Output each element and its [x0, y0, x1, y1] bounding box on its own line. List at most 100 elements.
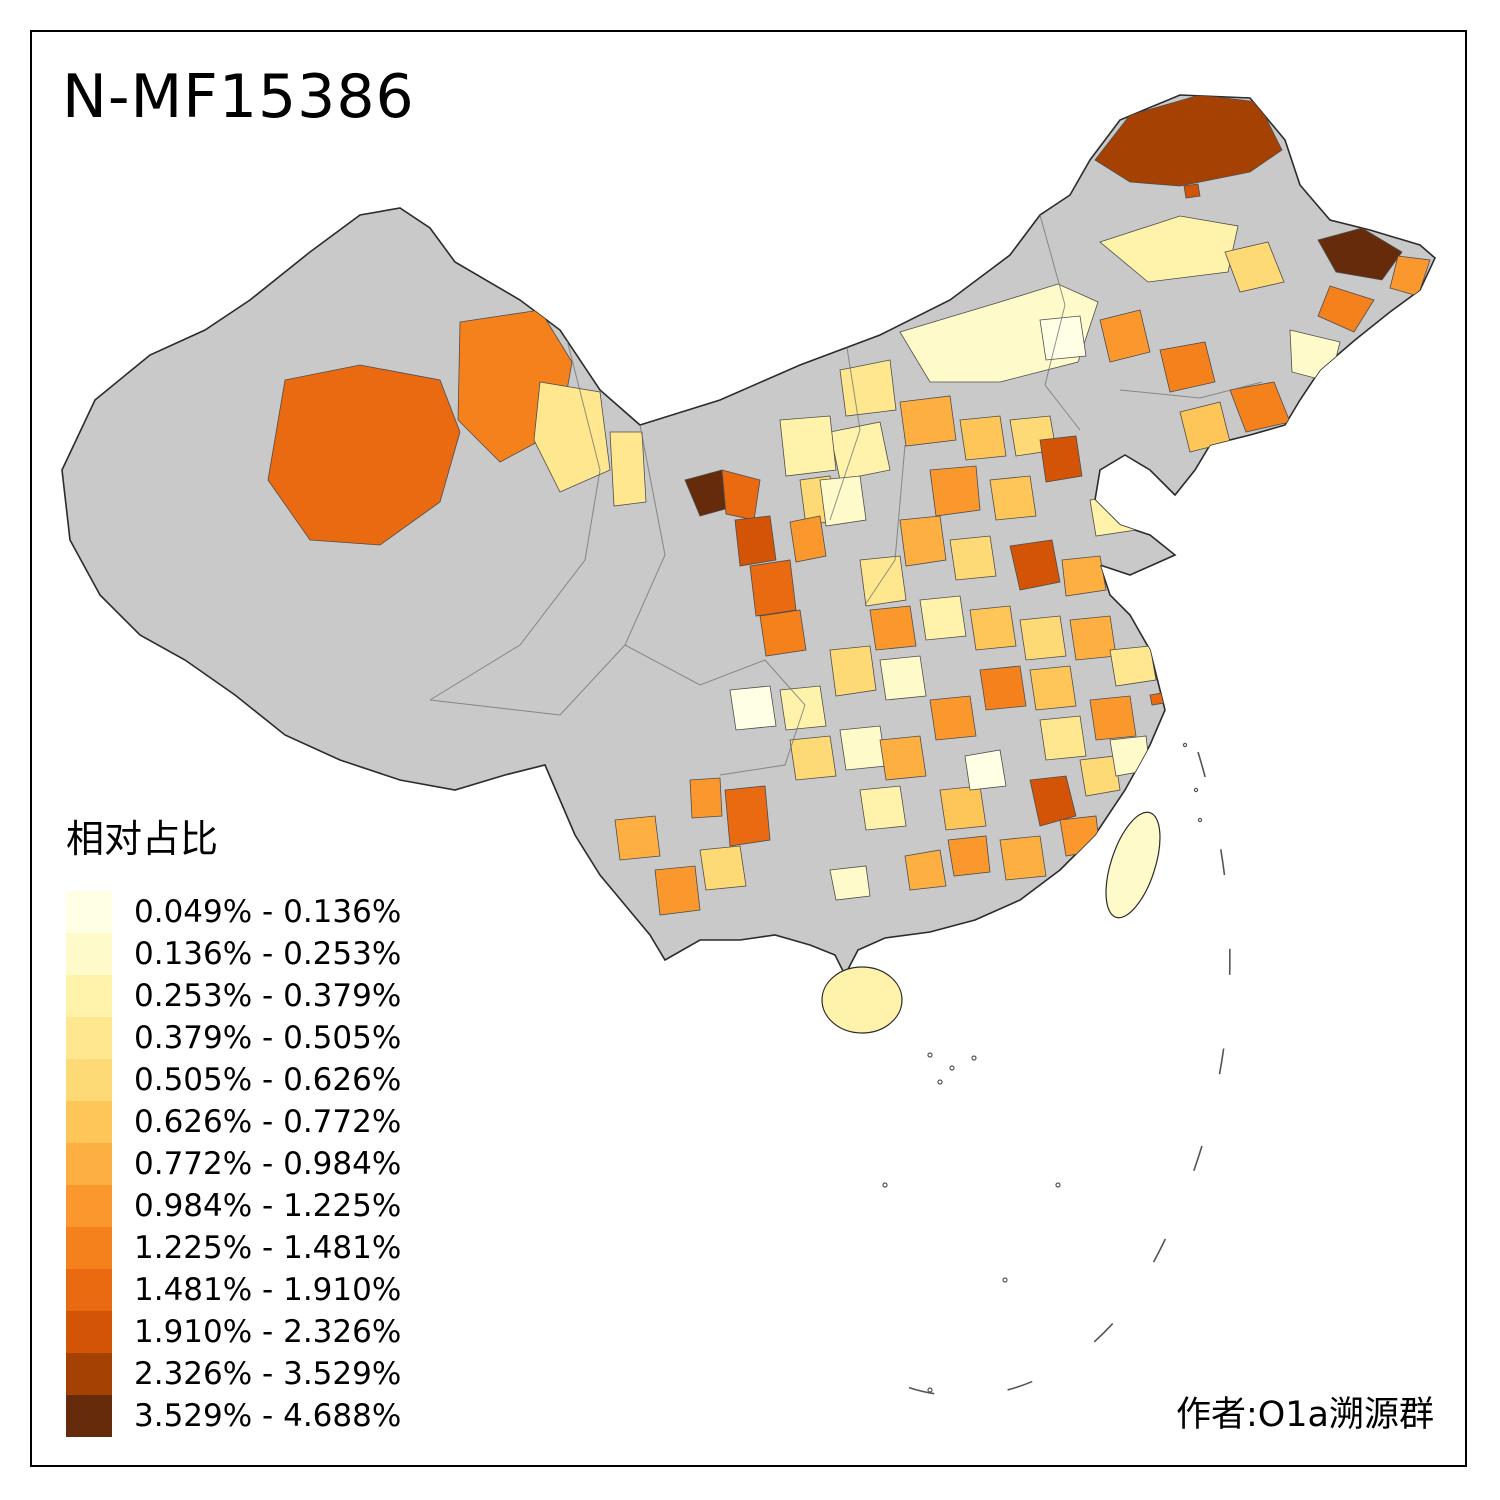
map-region: [1061, 555, 1107, 597]
map-region: [1039, 435, 1083, 483]
legend-item: 1.225% - 1.481%: [66, 1227, 401, 1269]
legend-item: 3.529% - 4.688%: [66, 1395, 401, 1437]
map-region: [829, 421, 891, 481]
province-borders: [429, 214, 1263, 776]
map-region: [1039, 315, 1087, 361]
map-region: [654, 865, 701, 916]
map-region: [869, 605, 917, 651]
map-region: [1079, 755, 1121, 797]
map-region: [1099, 215, 1239, 283]
map-region: [939, 785, 987, 831]
map-region: [1039, 715, 1087, 761]
nine-dash-line: [857, 751, 1231, 1397]
map-region: [1317, 227, 1403, 281]
legend-item: 1.910% - 2.326%: [66, 1311, 401, 1353]
map-region: [1019, 615, 1067, 661]
legend-item: 0.984% - 1.225%: [66, 1185, 401, 1227]
map-region: [749, 559, 797, 617]
map-region: [999, 835, 1047, 881]
legend-label: 1.910% - 2.326%: [134, 1314, 402, 1350]
legend-item: 0.136% - 0.253%: [66, 933, 401, 975]
taiwan-island: [1105, 811, 1161, 919]
legend-swatch: [66, 1185, 112, 1227]
legend-title: 相对占比: [66, 817, 219, 861]
legend-label: 2.326% - 3.529%: [134, 1356, 402, 1392]
map-region: [609, 431, 647, 507]
map-region: [904, 849, 947, 891]
legend-swatch: [66, 1017, 112, 1059]
map-region: [989, 475, 1037, 521]
map-region: [879, 735, 927, 781]
map-region: [1059, 815, 1101, 857]
legend-swatch: [66, 1101, 112, 1143]
map-region: [929, 695, 977, 741]
legend-item: 0.772% - 0.984%: [66, 1143, 401, 1185]
map-region: [819, 475, 867, 527]
map-region: [947, 835, 991, 877]
legend-item: 0.626% - 0.772%: [66, 1101, 401, 1143]
legend-swatch: [66, 933, 112, 975]
legend-label: 0.505% - 0.626%: [134, 1062, 402, 1098]
map-region: [1089, 695, 1137, 741]
map-region: [614, 815, 661, 861]
legend-item: 1.481% - 1.910%: [66, 1269, 401, 1311]
map-region: [533, 381, 611, 493]
region-patches: [267, 95, 1431, 916]
map-region: [724, 785, 771, 847]
legend-item: 2.326% - 3.529%: [66, 1353, 401, 1395]
map-region: [734, 515, 777, 567]
legend-swatch: [66, 1143, 112, 1185]
legend-label: 0.626% - 0.772%: [134, 1104, 402, 1140]
map-region: [779, 415, 837, 477]
legend-label: 0.379% - 0.505%: [134, 1020, 402, 1056]
map-region: [899, 515, 947, 567]
legend-label: 1.225% - 1.481%: [134, 1230, 402, 1266]
map-region: [267, 364, 461, 546]
legend-swatch: [66, 891, 112, 933]
map-region: [964, 749, 1007, 791]
page-title: N-MF15386: [62, 62, 415, 132]
map-region: [969, 605, 1017, 651]
legend-label: 1.481% - 1.910%: [134, 1272, 402, 1308]
legend: 相对占比 0.049% - 0.136% 0.136% - 0.253% 0.253…: [66, 808, 401, 1437]
map-region: [829, 645, 877, 697]
legend-item: 0.379% - 0.505%: [66, 1017, 401, 1059]
map-region: [1183, 183, 1201, 199]
map-region: [789, 735, 837, 781]
map-region: [789, 515, 827, 563]
island-specks: [882, 742, 1203, 1393]
hainan-island: [821, 966, 903, 1034]
map-region: [829, 865, 871, 901]
legend-label: 0.049% - 0.136%: [134, 894, 402, 930]
legend-label: 0.253% - 0.379%: [134, 978, 402, 1014]
map-region: [1094, 95, 1283, 187]
map-region: [1029, 665, 1077, 711]
map-region: [759, 609, 807, 657]
legend-label: 0.136% - 0.253%: [134, 936, 402, 972]
legend-item: 0.049% - 0.136%: [66, 891, 401, 933]
map-region: [1109, 645, 1157, 687]
legend-swatch: [66, 1269, 112, 1311]
legend-item: 0.505% - 0.626%: [66, 1059, 401, 1101]
map-region: [1159, 341, 1216, 393]
legend-swatch: [66, 1311, 112, 1353]
map-region: [899, 395, 957, 447]
map-region: [689, 777, 723, 819]
map-region: [919, 595, 967, 641]
map-region: [1224, 241, 1285, 293]
map-region: [839, 359, 897, 417]
map-region: [949, 535, 997, 581]
map-region: [699, 845, 747, 891]
map-region: [729, 685, 777, 731]
map-region: [779, 685, 827, 731]
legend-swatch: [66, 1395, 112, 1437]
legend-swatch: [66, 1059, 112, 1101]
map-region: [879, 655, 927, 701]
map-region: [1317, 285, 1375, 333]
map-region: [1099, 309, 1151, 363]
legend-items: 0.049% - 0.136% 0.136% - 0.253% 0.253% - 0…: [66, 891, 401, 1437]
map-region: [839, 725, 887, 771]
map-region: [859, 785, 907, 831]
map-region: [929, 465, 981, 517]
map-region: [959, 415, 1007, 461]
